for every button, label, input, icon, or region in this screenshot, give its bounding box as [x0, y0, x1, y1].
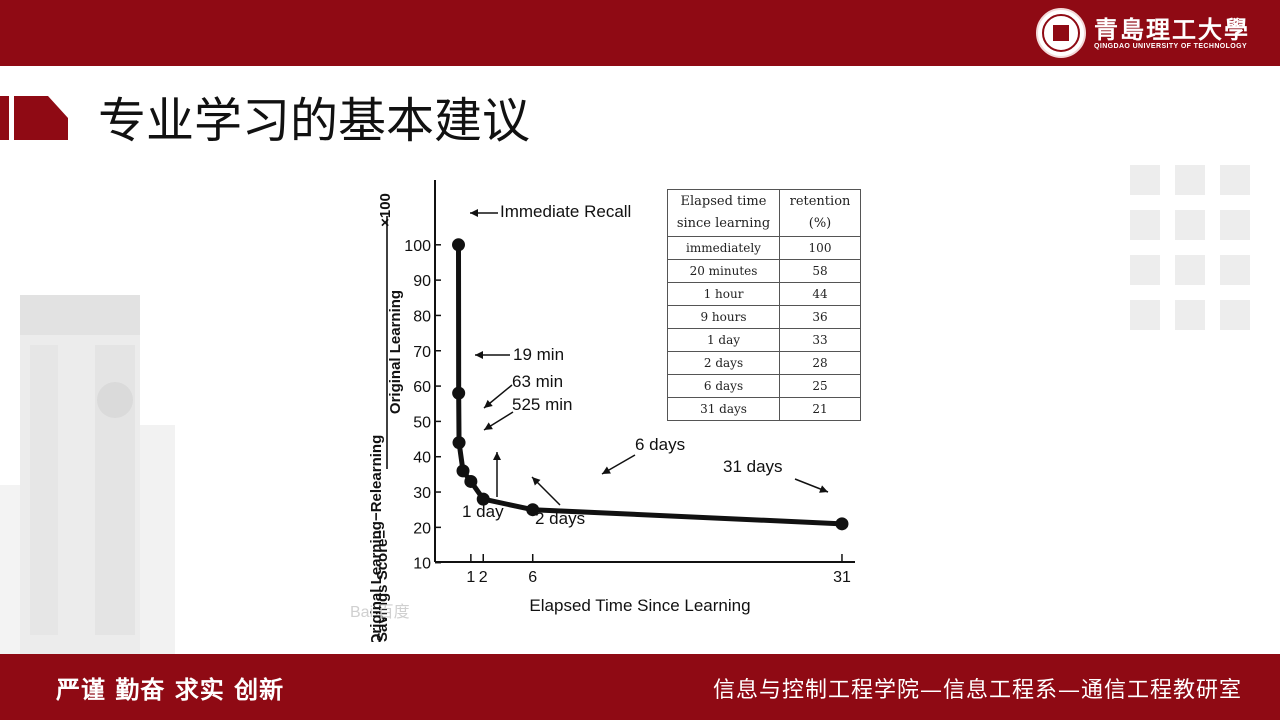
table-cell: 44: [779, 282, 861, 306]
forgetting-curve-line: [456, 244, 843, 527]
data-point: [452, 436, 466, 450]
y-tick-label: 80: [413, 308, 431, 325]
footer-bar: [0, 654, 1280, 720]
table-cell: 31 days: [667, 397, 780, 421]
x-tick-label: 1: [466, 569, 475, 586]
x-axis-label: Elapsed Time Since Learning: [529, 596, 750, 615]
table-cell: 21: [779, 397, 861, 421]
footer-motto: 严谨 勤奋 求实 创新: [56, 676, 285, 704]
x-tick-label: 31: [833, 569, 851, 586]
table-cell: 28: [779, 351, 861, 375]
retention-table: Elapsed time since learning retention (%…: [667, 189, 861, 421]
logo-english-name: QINGDAO UNIVERSITY OF TECHNOLOGY: [1094, 42, 1248, 50]
table-cell: 36: [779, 305, 861, 329]
table-row: 1 hour 44: [667, 282, 861, 306]
annotation-label: 31 days: [723, 457, 783, 476]
table-cell: 1 hour: [667, 282, 780, 306]
annotation-label: 525 min: [512, 395, 572, 414]
annotation-label: Immediate Recall: [500, 202, 631, 221]
table-cell: 6 days: [667, 374, 780, 398]
table-row: 1 day 33: [667, 328, 861, 352]
annotation-arrowhead: [602, 466, 611, 474]
y-tick-label: 70: [413, 344, 431, 361]
y-tick-label: 90: [413, 273, 431, 290]
table-cell: 33: [779, 328, 861, 352]
table-row: 6 days 25: [667, 374, 861, 398]
table-row: 20 minutes 58: [667, 259, 861, 283]
table-cell: 20 minutes: [667, 259, 780, 283]
table-cell: 1 day: [667, 328, 780, 352]
table-cell: 2 days: [667, 351, 780, 375]
y-tick-label: 30: [413, 485, 431, 502]
university-logo: 青島理工大學 QINGDAO UNIVERSITY OF TECHNOLOGY: [1036, 8, 1250, 58]
y-axis-label-numerator: Original Learning−Relearning: [368, 435, 385, 642]
y-tick-label: 20: [413, 520, 431, 537]
y-tick-label: 10: [413, 556, 431, 573]
x-tick-label: 6: [528, 569, 537, 586]
annotation-label: 2 days: [535, 509, 585, 528]
y-tick-label: 50: [413, 414, 431, 431]
y-tick-label: 40: [413, 450, 431, 467]
data-point: [452, 238, 465, 252]
annotation-arrowhead: [493, 452, 501, 460]
table-header-row: Elapsed time since learning retention (%…: [667, 189, 861, 237]
table-row: 2 days 28: [667, 351, 861, 375]
title-marker-icon: [0, 96, 68, 140]
data-point: [464, 474, 478, 488]
annotation-arrowhead: [470, 209, 478, 217]
baidu-watermark: Bai 百度: [350, 603, 410, 621]
y-axis-label-suffix: ×100: [377, 193, 394, 227]
background-building-image: [0, 295, 175, 655]
annotation-arrowhead: [819, 485, 828, 493]
logo-chinese-name: 青島理工大學: [1094, 14, 1250, 44]
page-title: 专业学习的基本建议: [98, 93, 531, 149]
y-axis-label: Savings Score= Original Learning−Relearn…: [368, 193, 404, 642]
table-cell: 25: [779, 374, 861, 398]
y-tick-label: 100: [404, 238, 431, 255]
table-cell: 9 hours: [667, 305, 780, 329]
y-axis-label-prefix: Savings Score=: [374, 530, 391, 642]
data-point: [476, 492, 490, 506]
data-point: [835, 517, 849, 531]
background-calligraphy-image: [1130, 165, 1250, 330]
data-point: [456, 464, 470, 478]
data-point: [452, 386, 466, 400]
data-point: [526, 503, 540, 517]
table-cell: 58: [779, 259, 861, 283]
table-row: immediately 100: [667, 236, 861, 260]
table-header-elapsed: Elapsed time since learning: [667, 189, 780, 237]
annotation-arrowhead: [484, 422, 493, 430]
annotation-arrowhead: [532, 477, 541, 486]
annotation-arrowhead: [484, 399, 493, 408]
footer-department: 信息与控制工程学院—信息工程系—通信工程教研室: [712, 678, 1242, 703]
y-axis-label-denominator: Original Learning: [387, 290, 404, 414]
table-cell: 100: [779, 236, 861, 260]
x-tick-label: 2: [479, 569, 488, 586]
table-cell: immediately: [667, 236, 780, 260]
annotation-label: 6 days: [635, 435, 685, 454]
table-row: 31 days 21: [667, 397, 861, 421]
table-header-retention: retention (%): [779, 189, 861, 237]
annotation-arrowhead: [475, 351, 483, 359]
annotation-label: 1 day: [462, 502, 504, 521]
university-seal-icon: [1036, 8, 1086, 58]
table-row: 9 hours 36: [667, 305, 861, 329]
annotation-label: 63 min: [512, 372, 563, 391]
forgetting-curve-chart: Savings Score= Original Learning−Relearn…: [350, 180, 855, 642]
annotation-label: 19 min: [513, 345, 564, 364]
y-tick-label: 60: [413, 379, 431, 396]
header-bar: 青島理工大學 QINGDAO UNIVERSITY OF TECHNOLOGY: [0, 0, 1280, 66]
